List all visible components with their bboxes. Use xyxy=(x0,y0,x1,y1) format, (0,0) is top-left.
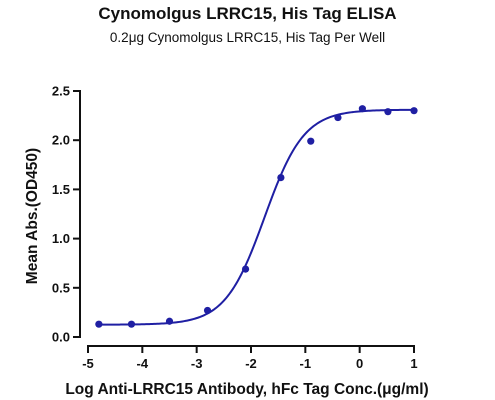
y-tick-label: 2.5 xyxy=(52,84,70,99)
data-point xyxy=(241,265,250,273)
y-tick-label: 1.5 xyxy=(52,182,70,197)
x-tick-label: -5 xyxy=(82,356,94,371)
data-point xyxy=(358,105,366,113)
axes xyxy=(73,90,415,353)
y-tick-label: 1.0 xyxy=(52,231,70,246)
data-point xyxy=(203,306,212,315)
x-tick-label: -4 xyxy=(137,356,149,371)
data-point xyxy=(277,173,285,182)
x-tick-label: 0 xyxy=(356,356,363,371)
data-points xyxy=(95,105,418,328)
data-point xyxy=(127,320,136,328)
data-point xyxy=(165,317,174,325)
y-tick-label: 0.0 xyxy=(52,330,70,345)
x-tick-label: -2 xyxy=(245,356,257,371)
chart-subtitle: 0.2μg Cynomolgus LRRC15, His Tag Per Wel… xyxy=(109,30,386,45)
data-point xyxy=(307,137,315,145)
x-tick-label: -3 xyxy=(191,356,203,371)
data-point xyxy=(384,108,392,116)
y-tick-label: 0.5 xyxy=(52,280,70,295)
data-point xyxy=(334,113,342,122)
fit-curve xyxy=(98,108,415,326)
data-point xyxy=(95,320,103,328)
tick-labels: 0.0 0.5 1.0 1.5 2.0 2.5 -5 -4 -3 -2 -1 0 1 xyxy=(52,84,418,372)
data-point xyxy=(410,107,418,115)
y-axis-label: Mean Abs.(OD450) xyxy=(24,148,41,284)
y-tick-label: 2.0 xyxy=(52,133,70,148)
x-axis-label: Log Anti-LRRC15 Antibody, hFc Tag Conc.(… xyxy=(65,381,428,398)
chart-title: Cynomolgus LRRC15, His Tag ELISA xyxy=(98,4,397,23)
x-tick-label: -1 xyxy=(300,356,312,371)
x-tick-label: 1 xyxy=(410,356,417,371)
